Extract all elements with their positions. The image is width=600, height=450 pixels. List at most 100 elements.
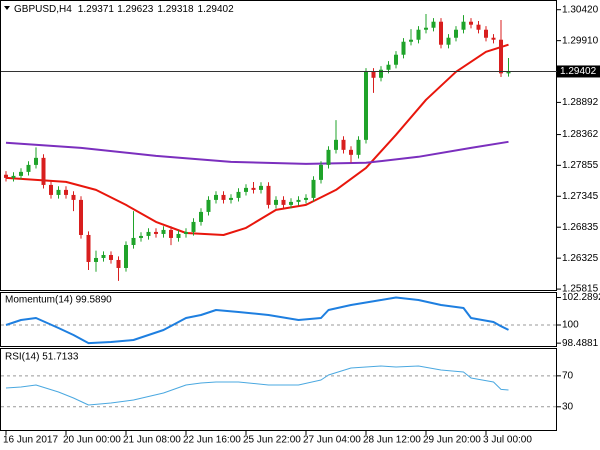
candle-body xyxy=(11,175,16,178)
candle-body xyxy=(4,174,8,178)
last-price-label: 1.29402 xyxy=(560,66,597,77)
y-tick-label: 1.29910 xyxy=(562,35,599,46)
open-value: 1.29371 xyxy=(78,4,115,15)
rsi-title: RSI(14) 51.7133 xyxy=(5,352,79,363)
candle-body xyxy=(296,199,301,202)
candle-body xyxy=(34,157,38,165)
y-tick-label: 1.26325 xyxy=(562,253,599,264)
indicator-line xyxy=(5,140,509,165)
candle-body xyxy=(221,194,226,200)
candle-body xyxy=(394,54,398,65)
candle-body xyxy=(79,199,83,235)
candle-body xyxy=(251,187,256,190)
candle-body xyxy=(491,37,496,40)
y-tick-label: 70 xyxy=(562,370,574,381)
candle-body xyxy=(371,71,376,78)
main-panel-frame xyxy=(0,0,557,291)
candle-body xyxy=(409,39,413,42)
menu-icon xyxy=(4,6,10,10)
indicator-line xyxy=(5,365,509,406)
candle-body xyxy=(454,29,458,38)
candle-body xyxy=(206,199,211,212)
high-value: 1.29623 xyxy=(117,4,154,15)
candle-body xyxy=(431,21,436,28)
candle-body xyxy=(56,189,61,195)
x-tick-label: 27 Jun 04:00 xyxy=(303,435,361,446)
candle-body xyxy=(304,197,308,200)
y-tick-label: 1.28362 xyxy=(562,129,599,140)
x-tick-label: 3 Jul 00:00 xyxy=(483,435,532,446)
candle-body xyxy=(176,233,181,238)
candle-body xyxy=(274,199,278,205)
candle-body xyxy=(319,164,323,180)
candle-body xyxy=(356,139,361,155)
y-tick-label: 98.4881 xyxy=(562,338,599,349)
x-tick-label: 28 Jun 12:00 xyxy=(363,435,421,446)
candle-body xyxy=(154,231,158,234)
y-tick-label: 1.27855 xyxy=(562,160,599,171)
candle-body xyxy=(401,41,406,55)
candle-body xyxy=(191,221,196,232)
candle-body xyxy=(259,185,263,190)
candle-body xyxy=(266,185,271,205)
momentum-panel-frame xyxy=(0,292,557,347)
candle-body xyxy=(101,254,106,258)
candle-body xyxy=(109,254,113,260)
candle-body xyxy=(139,235,143,238)
candle-body xyxy=(161,229,166,234)
candle-body xyxy=(349,149,353,155)
candle-body xyxy=(131,237,136,245)
candle-body xyxy=(484,29,488,38)
x-tick-label: 22 Jun 16:00 xyxy=(183,435,241,446)
x-tick-label: 20 Jun 00:00 xyxy=(63,435,121,446)
candle-body xyxy=(341,139,346,150)
y-tick-label: 1.26835 xyxy=(562,222,599,233)
candle-body xyxy=(446,37,451,45)
candle-body xyxy=(184,231,188,234)
candle-body xyxy=(326,149,331,165)
candle-body xyxy=(19,171,23,176)
candle-body xyxy=(334,139,338,150)
candle-body xyxy=(379,69,383,78)
x-tick-label: 25 Jun 22:00 xyxy=(243,435,301,446)
candle-body xyxy=(506,71,511,74)
low-value: 1.29318 xyxy=(157,4,194,15)
rsi-panel-frame xyxy=(0,348,557,431)
candle-body xyxy=(26,164,31,172)
y-tick-label: 100 xyxy=(562,320,579,331)
candle-body xyxy=(236,191,241,198)
candle-body xyxy=(199,211,203,222)
candle-body xyxy=(49,184,53,195)
candle-body xyxy=(94,257,98,262)
candle-body xyxy=(124,244,128,268)
candle-body xyxy=(229,197,233,200)
candle-body xyxy=(311,179,316,198)
candle-body xyxy=(289,201,293,205)
candle-body xyxy=(469,21,473,25)
candle-body xyxy=(86,234,91,262)
candle-body xyxy=(71,194,76,200)
momentum-title: Momentum(14) 99.5890 xyxy=(5,295,112,306)
candle-body xyxy=(214,194,218,200)
x-tick-label: 21 Jun 08:00 xyxy=(123,435,181,446)
x-tick-label: 16 Jun 2017 xyxy=(3,435,58,446)
close-value: 1.29402 xyxy=(198,4,235,15)
chart-header: GBPUSD,H4 1.29371 1.29623 1.29318 1.29402 xyxy=(14,4,234,15)
candle-body xyxy=(244,187,248,192)
candle-body xyxy=(146,231,151,236)
y-tick-label: 30 xyxy=(562,401,574,412)
candle-body xyxy=(461,21,466,30)
candle-body xyxy=(169,229,173,238)
y-tick-label: 1.30420 xyxy=(562,4,599,15)
candle-body xyxy=(281,199,286,205)
indicator-line xyxy=(5,43,509,236)
last-price-box xyxy=(557,65,600,78)
candle-body xyxy=(416,29,421,40)
y-tick-label: 1.27345 xyxy=(562,191,599,202)
candle-body xyxy=(41,157,46,185)
y-tick-label: 1.25815 xyxy=(562,284,599,295)
candle-body xyxy=(64,189,68,195)
candle-body xyxy=(386,64,391,70)
